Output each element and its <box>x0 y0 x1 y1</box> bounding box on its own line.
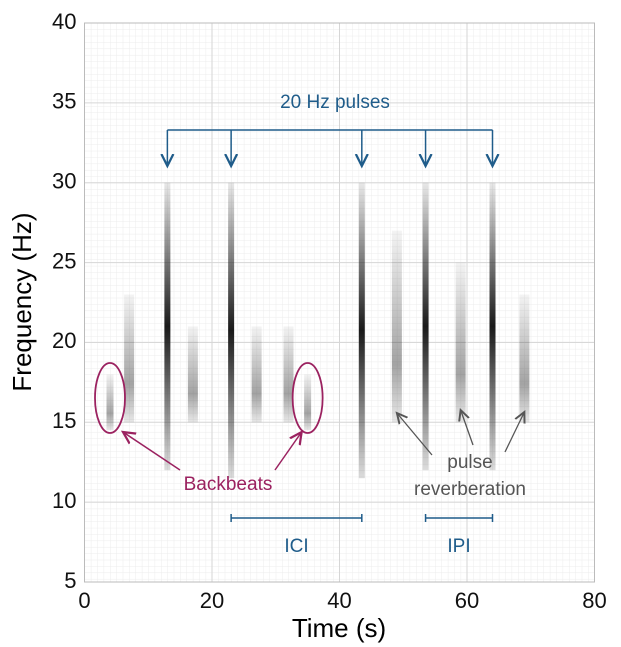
arrow <box>504 412 524 453</box>
reverberation-streak <box>519 294 530 423</box>
annotation: Backbeats <box>184 474 273 495</box>
y-axis-label: Frequency (Hz) <box>7 212 37 391</box>
y-tick-label: 30 <box>52 169 76 194</box>
arrow <box>397 413 433 456</box>
arrow <box>461 410 474 446</box>
plot-frame <box>84 22 595 583</box>
reverberation-streak <box>124 294 135 423</box>
y-tick-label: 15 <box>52 408 76 433</box>
backbeat-streak <box>304 374 312 431</box>
annotation: reverberation <box>414 479 526 500</box>
reverberation-streak <box>251 326 262 423</box>
x-tick-label: 80 <box>582 588 606 613</box>
y-tick-label: 25 <box>52 248 76 273</box>
y-tick-label: 5 <box>64 568 76 593</box>
x-tick-label: 40 <box>327 588 351 613</box>
annotation: IPI <box>447 536 470 557</box>
reverberation-streak <box>391 230 402 423</box>
reverberation-streak <box>187 326 198 423</box>
reverberation-streak <box>455 262 466 423</box>
pulse-streak <box>489 182 496 471</box>
pulse-streak <box>422 182 429 471</box>
arrow <box>274 432 302 471</box>
y-tick-label: 10 <box>52 488 76 513</box>
x-tick-label: 20 <box>200 588 224 613</box>
annotation: pulse <box>447 452 492 473</box>
backbeat-streak <box>106 374 114 431</box>
annotation: 20 Hz pulses <box>280 92 390 113</box>
pulse-streak <box>358 182 365 479</box>
x-tick-label: 60 <box>455 588 479 613</box>
y-tick-label: 40 <box>52 9 76 34</box>
annotations: 20 Hz pulses Backbeats pulse reverberation I… <box>94 92 526 557</box>
arrow <box>123 432 181 471</box>
backbeat-circle <box>94 362 126 434</box>
pulse-streak <box>228 182 235 479</box>
marks <box>106 182 530 479</box>
x-axis-label: Time (s) <box>292 613 386 643</box>
y-tick-label: 35 <box>52 89 76 114</box>
backbeat-circle <box>291 362 324 434</box>
annotation: ICI <box>284 536 308 557</box>
pulse-streak <box>164 182 171 471</box>
y-tick-label: 20 <box>52 328 76 353</box>
reverberation-streak <box>283 326 294 423</box>
x-tick-label: 0 <box>78 588 90 613</box>
